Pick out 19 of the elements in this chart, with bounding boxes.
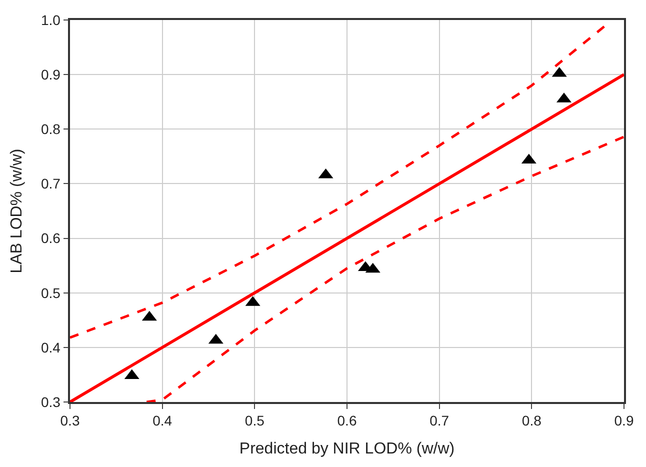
y-tick-label: 1.0: [40, 12, 61, 28]
y-tick-label: 0.9: [40, 66, 61, 82]
y-tick-label: 0.5: [40, 284, 61, 301]
x-tick-label: 0.7: [430, 412, 450, 429]
x-tick-label: 0.5: [244, 412, 265, 429]
x-axis-title: Predicted by NIR LOD% (w/w): [239, 440, 455, 458]
y-axis-title: LAB LOD% (w/w): [8, 148, 26, 274]
x-tick-label: 0.6: [337, 412, 357, 429]
y-tick-label: 0.7: [40, 176, 61, 192]
y-tick-label: 0.3: [40, 394, 61, 410]
line-series: [145, 136, 624, 402]
line-series: [70, 24, 607, 339]
x-tick-label: 0.4: [152, 412, 172, 429]
y-tick-label: 0.4: [40, 339, 61, 356]
x-tick-label: 0.3: [60, 412, 80, 429]
y-tick-label: 0.6: [40, 230, 61, 246]
x-tick-label: 0.8: [522, 412, 542, 429]
x-tick-label: 0.9: [614, 412, 634, 429]
y-tick-label: 0.8: [40, 121, 61, 138]
